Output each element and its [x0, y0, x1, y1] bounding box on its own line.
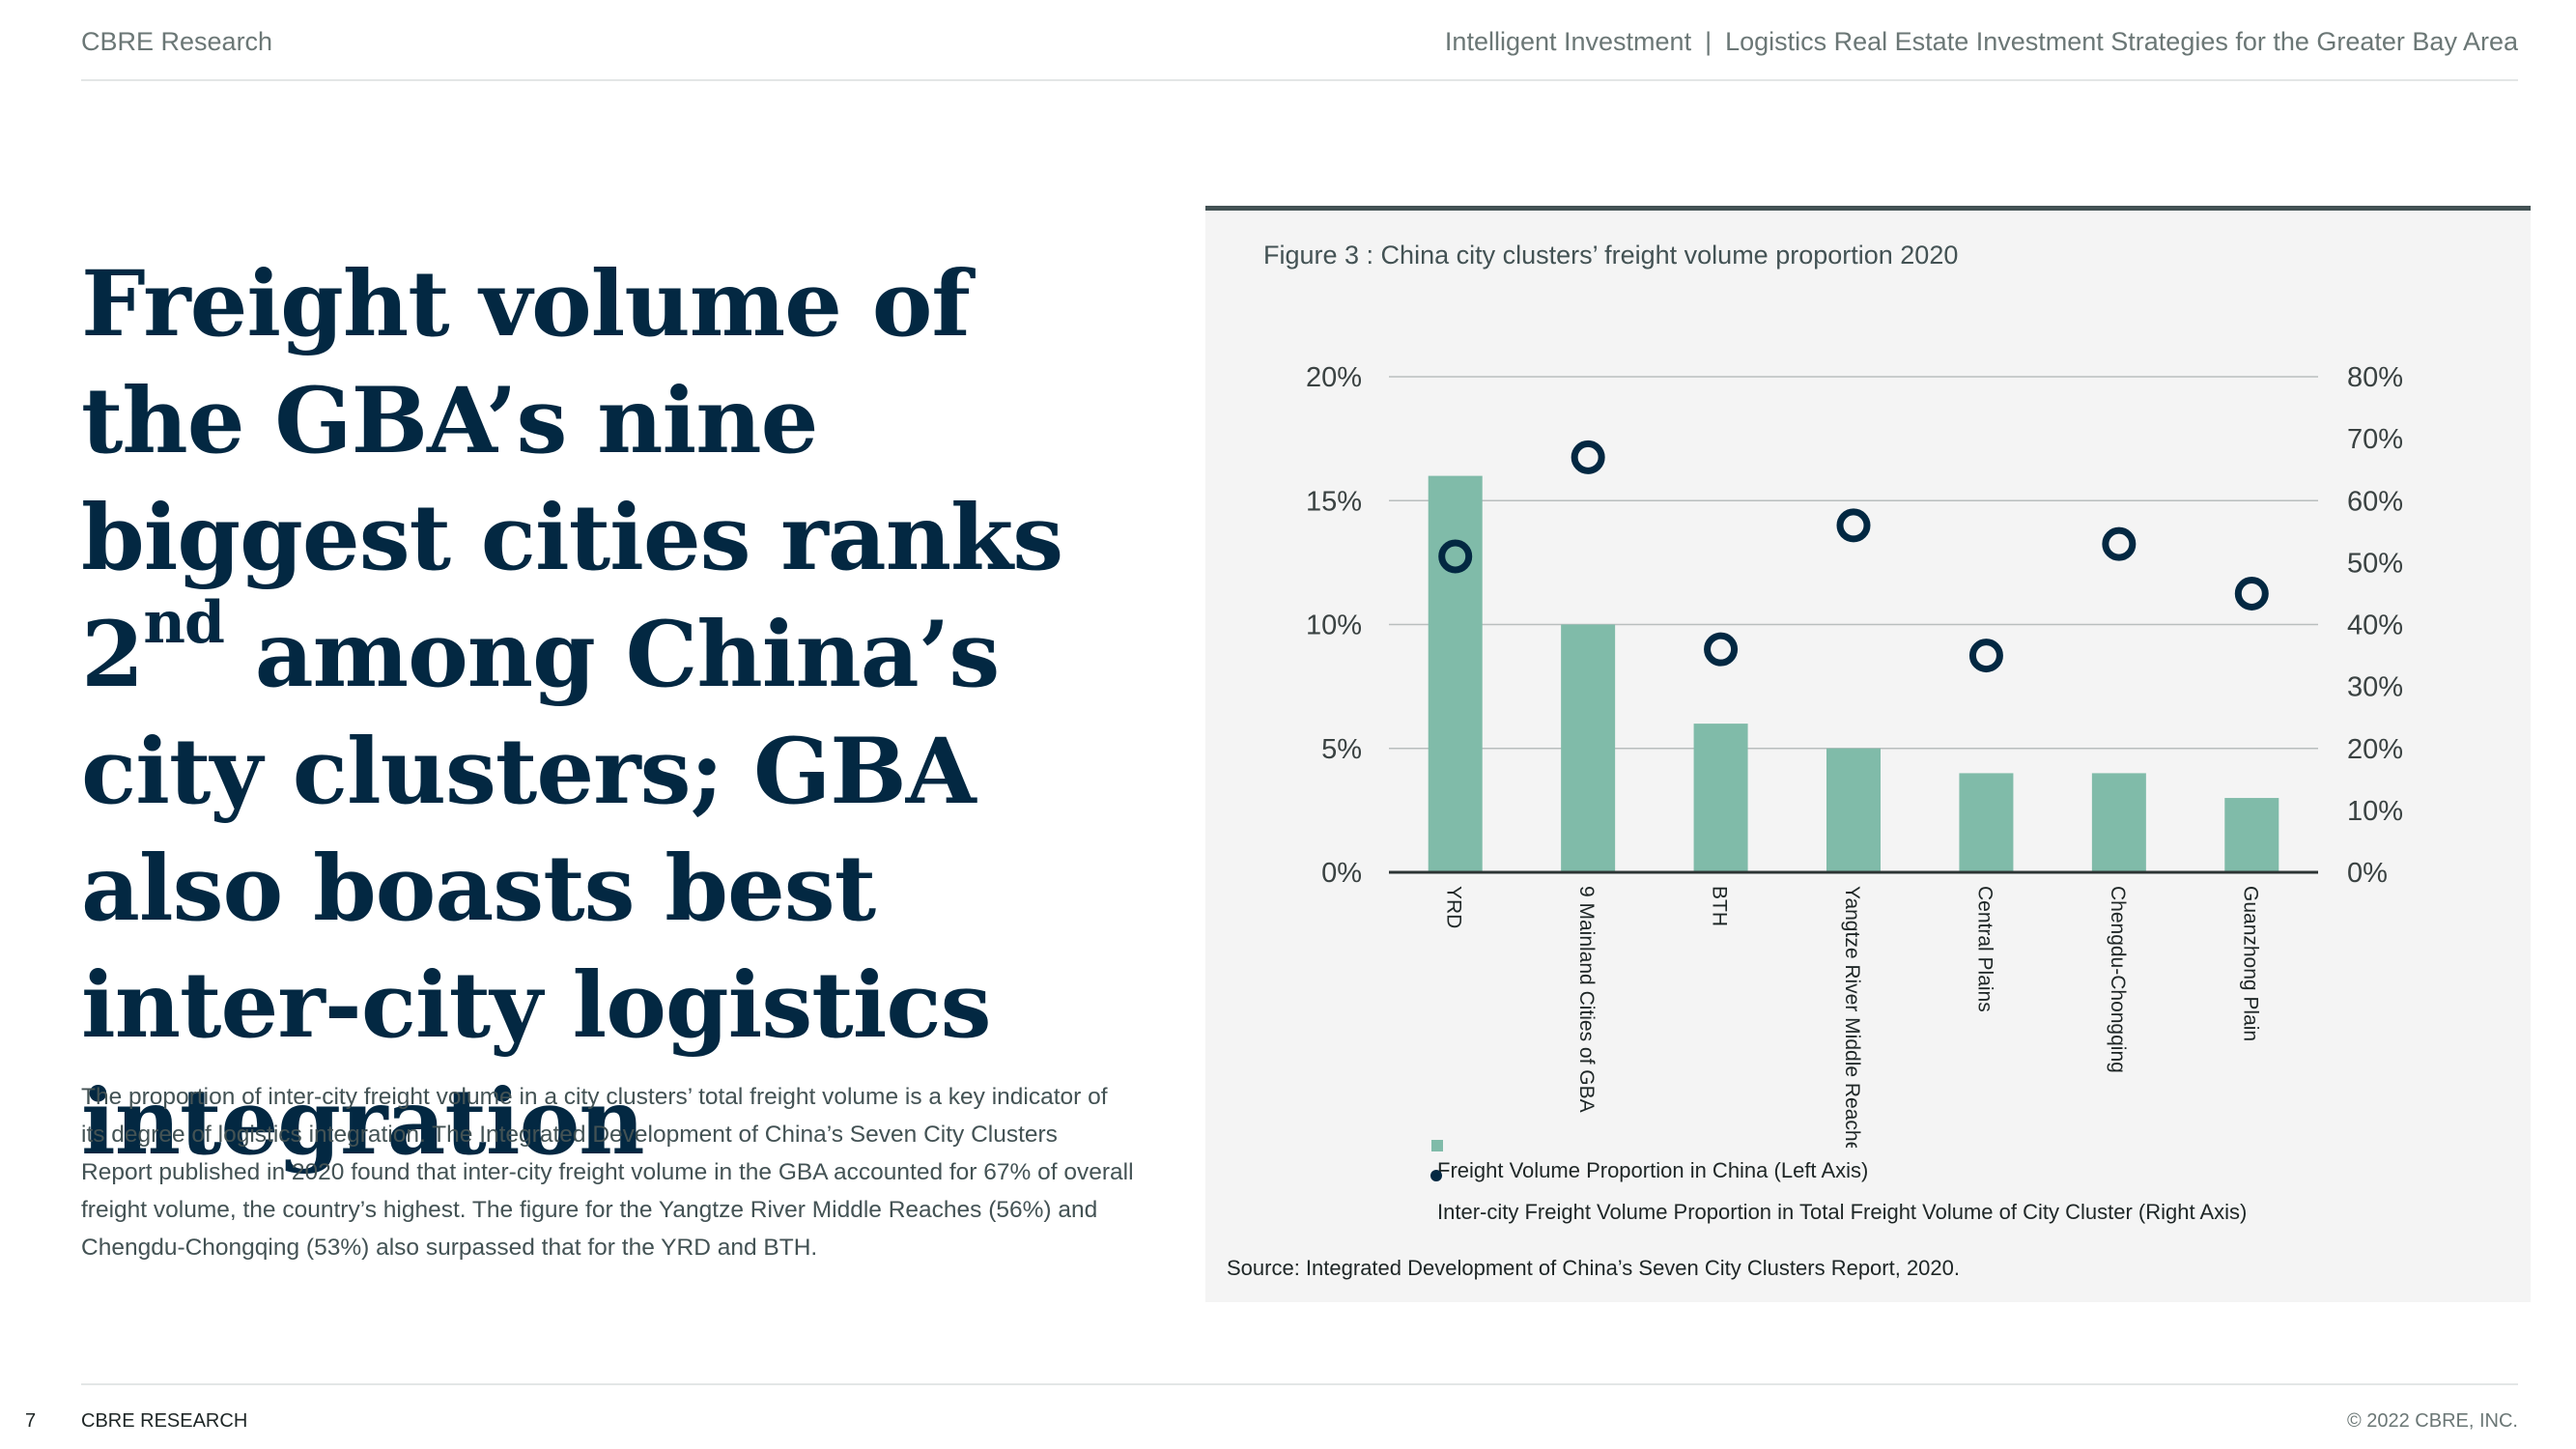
right-axis-tick-label: 10%: [2347, 796, 2403, 827]
category-label: YRD: [1443, 886, 1465, 928]
category-label: Yangtze River Middle Reaches: [1841, 886, 1863, 1148]
category-label: BTH: [1709, 886, 1731, 926]
data-point: [1704, 632, 1739, 667]
bar: [1561, 624, 1616, 872]
data-point: [2234, 576, 2269, 611]
page-number: 7: [25, 1410, 37, 1432]
right-axis-tick-label: 80%: [2347, 362, 2403, 393]
data-point: [1968, 639, 2003, 673]
legend-marker-label: Inter-city Freight Volume Proportion in …: [1437, 1200, 2248, 1224]
header-series: Intelligent Investment: [1444, 27, 1692, 56]
body-paragraph: The proportion of inter-city freight vol…: [81, 1084, 1134, 1261]
header-brand: CBRE Research: [81, 27, 273, 56]
category-label: Central Plains: [1973, 886, 1996, 1012]
bar: [2224, 798, 2279, 872]
left-axis-tick-label: 20%: [1306, 362, 1362, 393]
bar: [1959, 773, 2014, 872]
headline-superscript: nd: [143, 589, 225, 657]
headline-part2: among China’s city clusters; GBA also bo…: [81, 602, 1000, 1176]
left-axis-tick-label: 5%: [1321, 734, 1362, 765]
legend-bar-swatch: [1431, 1140, 1443, 1151]
left-axis-tick-label: 0%: [1321, 858, 1362, 889]
right-axis-tick-label: 20%: [2347, 734, 2403, 765]
header-separator: |: [1705, 27, 1713, 56]
category-label: Guanzhong Plain: [2239, 886, 2261, 1041]
header-divider: [81, 79, 2518, 81]
right-axis-tick-label: 40%: [2347, 611, 2403, 641]
right-axis-tick-label: 0%: [2347, 858, 2388, 889]
legend-marker-swatch: [1430, 1170, 1442, 1181]
right-axis-tick-label: 70%: [2347, 424, 2403, 455]
category-label: 9 Mainland Cities of GBA: [1575, 886, 1598, 1113]
header-report-title: Intelligent Investment | Logistics Real Es…: [1445, 27, 2518, 57]
bar: [1693, 724, 1748, 872]
headline-part1: Freight volume of the GBA’s nine biggest…: [81, 251, 1063, 708]
category-label: Chengdu-Chongqing: [2107, 886, 2129, 1073]
figure-top-rule: [1205, 206, 2531, 211]
footer-divider: [81, 1383, 2518, 1385]
left-axis-tick-label: 15%: [1306, 486, 1362, 517]
data-point: [2102, 526, 2137, 561]
figure-source: Source: Integrated Development of China’…: [1227, 1256, 1960, 1280]
right-axis-tick-label: 50%: [2347, 548, 2403, 579]
freight-chart: 0% 5% 10% 15% 20% 0% 10% 20% 30% 40% 50% 60% 70% 80% Y…: [1306, 362, 2403, 1148]
data-point: [1836, 508, 1871, 543]
right-axis-tick-label: 30%: [2347, 672, 2403, 703]
legend-bar-label: Freight Volume Proportion in China (Left…: [1437, 1158, 1869, 1182]
footer-brand: CBRE RESEARCH: [81, 1410, 248, 1432]
bar: [1826, 748, 1881, 872]
data-point: [1571, 440, 1605, 474]
left-axis-tick-label: 10%: [1306, 611, 1362, 641]
right-axis-tick-label: 60%: [2347, 486, 2403, 517]
footer-copyright: © 2022 CBRE, INC.: [2346, 1410, 2518, 1432]
bar: [1428, 475, 1483, 872]
bar: [2091, 773, 2146, 872]
data-point: [1438, 539, 1473, 574]
figure-title: Figure 3 : China city clusters’ freight …: [1263, 241, 1959, 270]
header-report-name: Logistics Real Estate Investment Strateg…: [1725, 27, 2518, 56]
page-headline: Freight volume of the GBA’s nine biggest…: [81, 246, 1144, 1181]
